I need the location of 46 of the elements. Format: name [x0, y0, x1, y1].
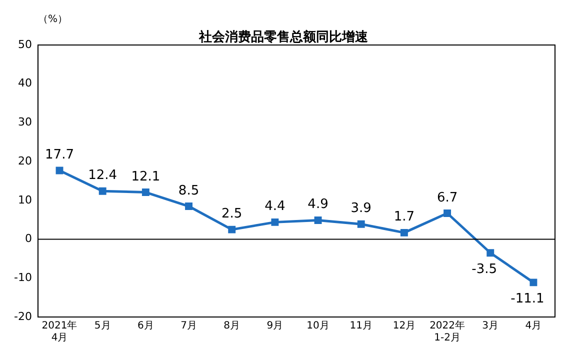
- point: [357, 220, 365, 228]
- y-tick-label: -20: [14, 310, 32, 323]
- chart-title: 社会消费品零售总额同比增速: [199, 30, 368, 45]
- x-tick-label: 7月: [180, 320, 197, 332]
- data-label: -3.5: [472, 262, 498, 277]
- data-label: -11.1: [510, 291, 544, 306]
- x-tick-label: 12月: [392, 320, 416, 332]
- data-label: 6.7: [436, 190, 458, 206]
- data-label: 4.4: [264, 199, 286, 214]
- point: [486, 249, 494, 257]
- point: [530, 278, 538, 286]
- point: [228, 226, 236, 234]
- data-label: 8.5: [178, 183, 200, 198]
- y-tick-label: 20: [18, 154, 32, 168]
- data-label: 3.9: [350, 201, 372, 216]
- data-label: 4.9: [308, 197, 328, 212]
- y-tick-label: 0: [24, 232, 32, 246]
- point: [56, 166, 64, 174]
- point: [98, 187, 106, 195]
- data-label: 12.1: [131, 169, 160, 184]
- x-tick-label: 9月: [266, 320, 284, 332]
- y-tick-label: 50: [18, 38, 32, 51]
- x-tick-label: 4月: [525, 320, 542, 332]
- data-label: 2.5: [222, 206, 242, 222]
- x-tick-label: 2022年 1-2月: [430, 320, 466, 344]
- x-tick-label: 3月: [482, 320, 499, 332]
- point: [400, 228, 408, 236]
- point: [271, 218, 279, 226]
- x-tick-label: 11月: [350, 320, 372, 332]
- y-tick-label: 10: [18, 193, 32, 206]
- x-tick-label: 6月: [137, 320, 154, 332]
- y-tick-label: 30: [18, 116, 32, 129]
- y-tick-label: 40: [18, 76, 32, 90]
- data-label: 12.4: [88, 168, 118, 184]
- x-tick-label: 8月: [224, 320, 240, 332]
- x-tick-label: 2021年 4月: [42, 320, 78, 344]
- point: [142, 188, 150, 196]
- data-label: 1.7: [394, 210, 415, 225]
- y-tick-label: -10: [14, 271, 32, 284]
- x-tick-label: 10月: [306, 320, 330, 332]
- point: [444, 210, 452, 217]
- x-tick-label: 5月: [94, 320, 111, 332]
- y-axis-title: （%）: [38, 13, 68, 26]
- data-label: 17.7: [45, 148, 74, 163]
- point: [185, 202, 192, 210]
- point: [314, 216, 322, 224]
